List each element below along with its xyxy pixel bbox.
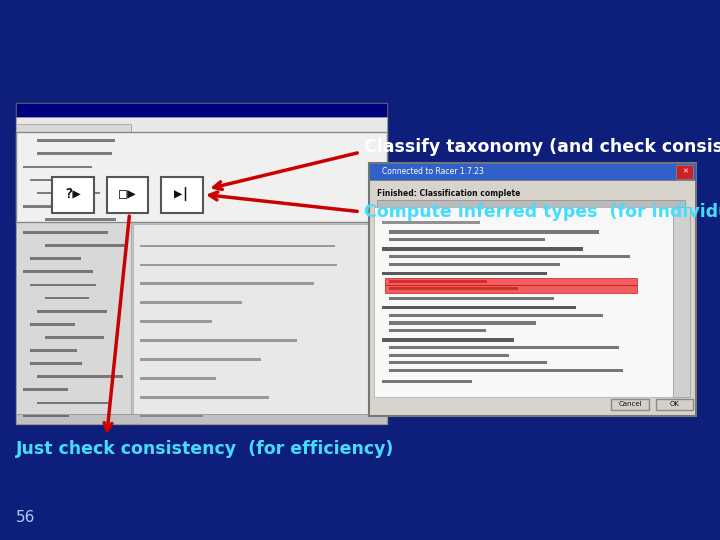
Bar: [30, 362, 82, 365]
Bar: [389, 369, 623, 372]
Bar: [389, 296, 554, 300]
Bar: [389, 280, 487, 283]
Bar: [23, 415, 69, 417]
Text: 56: 56: [16, 510, 35, 525]
Bar: [385, 278, 637, 285]
Bar: [140, 396, 269, 399]
Bar: [369, 163, 696, 180]
Text: Cancel: Cancel: [618, 401, 642, 408]
Bar: [673, 207, 690, 397]
Bar: [16, 117, 387, 132]
Bar: [37, 310, 107, 313]
Bar: [16, 103, 387, 424]
Bar: [140, 301, 242, 304]
Bar: [382, 221, 480, 224]
Bar: [16, 103, 387, 118]
Bar: [140, 264, 337, 266]
Text: OK: OK: [670, 401, 680, 408]
Bar: [369, 163, 696, 416]
Bar: [385, 285, 637, 293]
Text: □▶: □▶: [119, 187, 136, 201]
Bar: [140, 377, 215, 380]
Bar: [382, 380, 472, 383]
Bar: [161, 177, 203, 213]
Bar: [389, 262, 560, 266]
Bar: [37, 375, 123, 378]
Bar: [16, 132, 387, 222]
Bar: [23, 388, 68, 391]
Bar: [382, 306, 575, 309]
Bar: [37, 152, 112, 155]
Bar: [30, 284, 96, 286]
Text: ▶|: ▶|: [174, 187, 191, 201]
Bar: [23, 231, 108, 234]
Bar: [389, 346, 619, 349]
Bar: [16, 414, 387, 424]
Bar: [389, 321, 536, 325]
Bar: [389, 238, 544, 241]
Bar: [140, 282, 315, 285]
Text: Classify taxonomy (and check consistency): Classify taxonomy (and check consistency…: [364, 138, 720, 156]
Bar: [30, 349, 77, 352]
Bar: [389, 231, 599, 234]
Bar: [45, 244, 128, 247]
Bar: [389, 255, 630, 258]
Bar: [389, 354, 509, 357]
Bar: [52, 177, 94, 213]
Bar: [30, 323, 76, 326]
Bar: [382, 272, 547, 275]
Text: ✕: ✕: [682, 168, 688, 175]
Bar: [16, 124, 131, 424]
Bar: [382, 339, 513, 342]
Bar: [611, 399, 649, 410]
Bar: [107, 177, 148, 213]
Bar: [23, 271, 93, 273]
Bar: [656, 399, 693, 410]
Bar: [377, 200, 685, 208]
Text: Finished: Classification complete: Finished: Classification complete: [377, 190, 521, 198]
Bar: [382, 247, 582, 251]
Bar: [30, 179, 80, 181]
Bar: [37, 192, 101, 194]
Bar: [23, 166, 92, 168]
Bar: [676, 165, 693, 179]
Bar: [45, 336, 104, 339]
Text: Just check consistency  (for efficiency): Just check consistency (for efficiency): [16, 440, 395, 458]
Bar: [37, 139, 115, 142]
Bar: [374, 207, 673, 397]
Text: ?▶: ?▶: [64, 187, 81, 201]
Bar: [389, 287, 518, 291]
Text: Compute inferred types  (for individuals): Compute inferred types (for individuals): [364, 202, 720, 221]
Bar: [45, 218, 116, 221]
Bar: [389, 329, 486, 332]
Text: Connected to Racer 1.7.23: Connected to Racer 1.7.23: [382, 167, 483, 176]
Bar: [23, 205, 92, 207]
Bar: [45, 296, 89, 299]
Bar: [140, 339, 297, 342]
Bar: [389, 361, 546, 365]
Bar: [37, 402, 110, 404]
Bar: [140, 415, 203, 417]
Bar: [140, 245, 335, 247]
Bar: [140, 358, 261, 361]
Bar: [389, 314, 603, 317]
Bar: [30, 258, 81, 260]
Bar: [133, 224, 387, 424]
Bar: [140, 320, 212, 323]
